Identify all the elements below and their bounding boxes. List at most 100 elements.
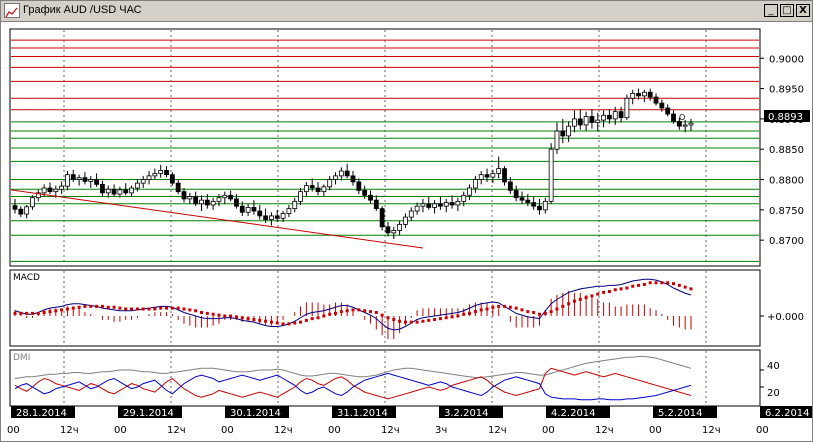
candle-body-up: [333, 175, 338, 180]
candle-body-down: [123, 189, 129, 194]
candle-body-up: [146, 175, 152, 180]
macd-signal-point: [54, 309, 58, 313]
macd-signal-point: [537, 312, 541, 316]
macd-signal-point: [165, 306, 169, 310]
macd-signal-point: [153, 307, 157, 311]
macd-signal-point: [205, 311, 209, 315]
macd-signal-point: [409, 320, 413, 324]
minimize-button[interactable]: _: [764, 4, 778, 17]
candle-body-up: [65, 174, 70, 187]
candle-body-up: [391, 230, 397, 234]
candle-body-down: [344, 170, 350, 177]
candle-body-down: [373, 199, 379, 210]
macd-signal-point: [456, 314, 460, 318]
macd-signal-point: [567, 302, 571, 306]
macd-signal-point: [240, 316, 244, 320]
dmi-label: DMI: [13, 353, 30, 363]
hour-label: 12ч: [488, 425, 507, 436]
candle-body-down: [484, 174, 490, 178]
macd-signal-point: [555, 307, 559, 311]
macd-signal-point: [666, 281, 670, 285]
macd-signal-point: [392, 318, 396, 321]
candle-body-up: [286, 208, 292, 214]
macd-signal-point: [36, 311, 40, 315]
candle-body-down: [531, 202, 537, 207]
macd-signal-point: [287, 322, 291, 326]
candle-body-up: [222, 194, 228, 199]
candle-body-down: [274, 215, 280, 219]
candle-body-up: [624, 97, 630, 119]
macd-signal-point: [485, 307, 489, 311]
macd-signal-point: [30, 311, 34, 315]
macd-signal-point: [310, 317, 314, 321]
hour-label: 00: [114, 425, 127, 436]
hour-label: 00: [649, 425, 662, 436]
candle-body-down: [618, 111, 624, 119]
date-label: 28.1.2014: [16, 408, 67, 419]
hour-label: 00: [7, 425, 20, 436]
chart-canvas[interactable]: 0.90000.89500.89000.88500.88000.87500.87…: [1, 22, 812, 441]
macd-signal-point: [672, 282, 676, 286]
candle-body-up: [472, 179, 478, 189]
price-candles: [12, 88, 694, 239]
candle-body-down: [18, 208, 24, 215]
macd-signal-point: [450, 315, 454, 319]
candle-body-up: [403, 216, 408, 225]
macd-signal-point: [619, 287, 623, 291]
candle-body-up: [187, 196, 193, 200]
macd-signal-point: [334, 311, 338, 315]
candle-body-down: [438, 203, 443, 207]
macd-signal-point: [71, 306, 75, 310]
candle-body-down: [525, 199, 531, 203]
macd-signal-point: [473, 310, 477, 314]
candle-body-down: [94, 179, 99, 185]
candle-body-down: [12, 205, 18, 210]
dmi-series: [14, 355, 764, 401]
dmi-tick-20: 20: [767, 388, 780, 399]
price-tick-label: 0.8750: [769, 206, 804, 217]
candle-body-down: [111, 188, 117, 195]
candle-body-up: [199, 199, 204, 205]
macd-series: [13, 278, 764, 340]
candle-body-down: [309, 185, 315, 189]
candle-body-down: [502, 168, 507, 183]
macd-signal-point: [345, 309, 349, 313]
macd-signal-point: [83, 304, 87, 308]
candle-body-up: [152, 173, 158, 177]
candle-body-up: [461, 194, 467, 202]
candle-body-up: [35, 192, 41, 199]
macd-signal-point: [130, 307, 134, 311]
candle-body-up: [420, 203, 426, 207]
trend-line-segment: [10, 189, 424, 249]
hour-label: 12ч: [381, 425, 400, 436]
last-candle-label: O: [679, 113, 685, 122]
macd-signal-point: [444, 316, 448, 320]
candle-body-up: [443, 202, 449, 207]
candle-body-down: [676, 120, 682, 127]
macd-signal-point: [19, 311, 23, 315]
grid-lines: [63, 30, 707, 405]
macd-signal-point: [677, 283, 681, 287]
macd-signal-point: [543, 311, 547, 315]
macd-signal-point: [322, 314, 326, 318]
candle-body-down: [577, 118, 583, 126]
macd-signal-point: [596, 292, 600, 296]
window-title: График AUD /USD ЧАС: [23, 4, 142, 16]
candle-body-up: [269, 215, 274, 220]
macd-signal-point: [60, 308, 64, 312]
macd-signal-point: [316, 316, 320, 320]
macd-signal-point: [106, 305, 110, 309]
candle-body-up: [129, 187, 134, 194]
candle-body-up: [292, 200, 298, 210]
candle-body-down: [251, 207, 257, 212]
close-button[interactable]: X: [796, 4, 810, 17]
macd-signal-point: [269, 320, 273, 324]
date-label-box: [11, 406, 75, 418]
macd-signal-point: [584, 296, 588, 300]
macd-signal-point: [520, 308, 524, 312]
candle-body-down: [385, 226, 391, 234]
candle-body-up: [298, 191, 303, 202]
candle-body-up: [134, 182, 140, 189]
maximize-button[interactable]: □: [780, 4, 794, 17]
